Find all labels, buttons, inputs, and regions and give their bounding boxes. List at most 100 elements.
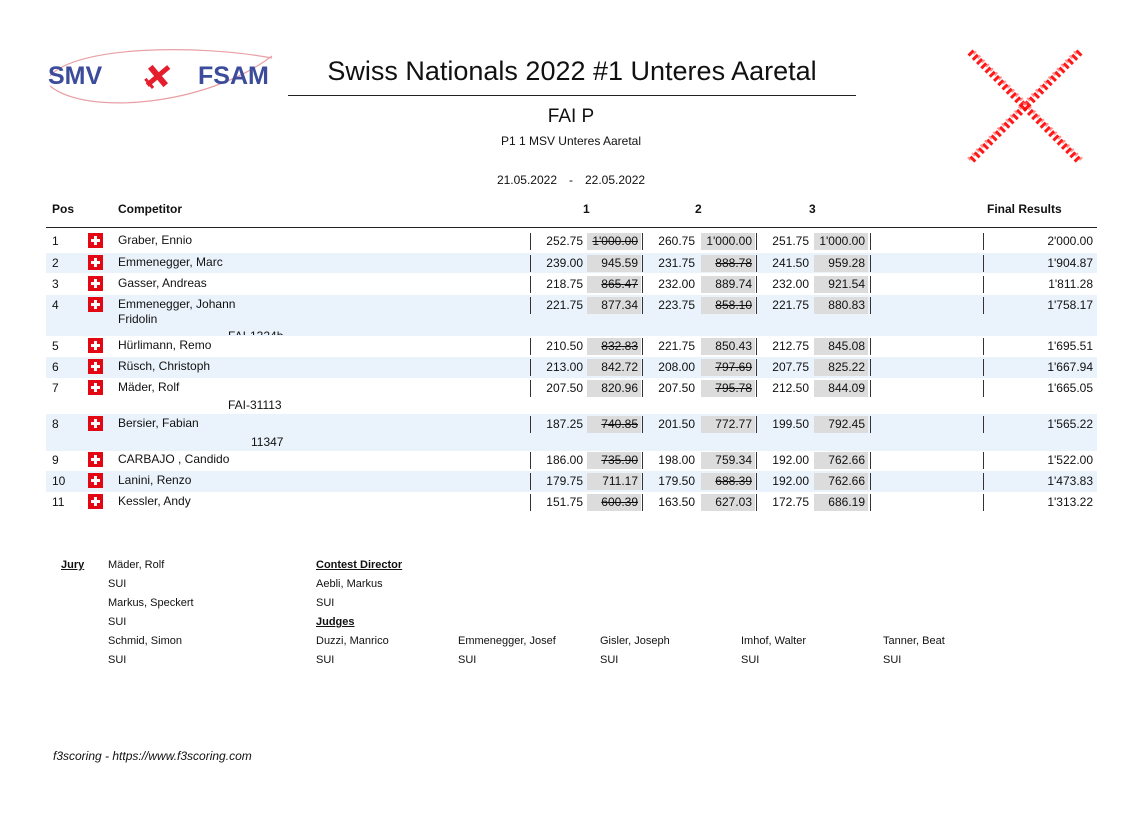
round-divider: [530, 255, 531, 272]
judge-country: SUI: [741, 654, 760, 666]
round-divider: [870, 233, 871, 250]
competitor-name: Gasser, Andreas: [118, 276, 207, 290]
red-cross-mark-icon: [962, 46, 1086, 170]
round-divider: [642, 380, 643, 397]
round-divider: [642, 494, 643, 511]
round-divider: [870, 452, 871, 469]
final-divider: [983, 276, 984, 293]
round-1-normalized-score-dropped: 1'000.00: [587, 233, 641, 250]
round-2-raw-score: 260.75: [658, 234, 695, 248]
competitor-name: Graber, Ennio: [118, 233, 193, 247]
position-cell: 1: [52, 234, 59, 248]
final-result: 1'522.00: [1047, 453, 1093, 467]
round-3-normalized-score: 880.83: [814, 297, 868, 314]
round-divider: [642, 255, 643, 272]
round-divider: [642, 452, 643, 469]
position-cell: 2: [52, 256, 59, 270]
round-1-raw-score: 218.75: [546, 277, 583, 291]
final-divider: [983, 359, 984, 376]
table-row: 7 Mäder, Rolf FAI-31113 207.50 820.96 207.50 7…: [46, 378, 1097, 414]
round-divider: [756, 297, 757, 314]
table-row: 5 Hürlimann, Remo 210.50 832.83 221.75 850.43…: [46, 336, 1097, 357]
final-divider: [983, 255, 984, 272]
round-divider: [530, 494, 531, 511]
contest-director-label: Contest Director: [316, 559, 403, 571]
round-divider: [530, 416, 531, 433]
round-1-raw-score: 210.50: [546, 339, 583, 353]
round-2-normalized-score-dropped: 688.39: [701, 473, 755, 490]
round-2-normalized-score: 1'000.00: [701, 233, 755, 250]
round-divider: [530, 297, 531, 314]
final-result: 1'667.94: [1047, 360, 1093, 374]
round-3-raw-score: 241.50: [772, 256, 809, 270]
round-3-normalized-score: 762.66: [814, 473, 868, 490]
judge-country: SUI: [883, 654, 902, 666]
round-1-raw-score: 221.75: [546, 298, 583, 312]
swiss-flag-icon: [88, 452, 103, 467]
round-1-normalized-score: 877.34: [587, 297, 641, 314]
final-result: 1'473.83: [1047, 474, 1093, 488]
swiss-flag-icon: [88, 255, 103, 270]
round-2-normalized-score: 627.03: [701, 494, 755, 511]
final-divider: [983, 452, 984, 469]
jury-member-name: Markus, Speckert: [108, 597, 194, 609]
competitor-name: Rüsch, Christoph: [118, 359, 211, 373]
round-divider: [756, 233, 757, 250]
round-3-raw-score: 192.00: [772, 474, 809, 488]
round-divider: [642, 473, 643, 490]
round-2-normalized-score-dropped: 797.69: [701, 359, 755, 376]
round-3-raw-score: 172.75: [772, 495, 809, 509]
class-name: FAI P: [547, 106, 595, 127]
round-2-raw-score: 198.00: [658, 453, 695, 467]
final-divider: [983, 494, 984, 511]
round-3-normalized-score: 921.54: [814, 276, 868, 293]
competitor-name: Bersier, Fabian: [118, 416, 199, 430]
table-row: 10 Lanini, Renzo 179.75 711.17 179.50 688.39 1…: [46, 471, 1097, 492]
table-row: 9 CARBAJO , Candido 186.00 735.90 198.00 759.…: [46, 450, 1097, 471]
competitor-name: Emmenegger, Johann: [118, 297, 236, 311]
round-divider: [756, 276, 757, 293]
judge-name: Tanner, Beat: [883, 635, 945, 647]
final-divider: [983, 338, 984, 355]
col-header-round-3: 3: [809, 202, 816, 216]
judge-name: Imhof, Walter: [741, 635, 806, 647]
smv-fsam-logo: SMV FSAM: [46, 46, 278, 110]
round-2-raw-score: 232.00: [658, 277, 695, 291]
final-result: 2'000.00: [1047, 234, 1093, 248]
round-3-raw-score: 199.50: [772, 417, 809, 431]
position-cell: 7: [52, 381, 59, 395]
final-result: 1'904.87: [1047, 256, 1093, 270]
contest-director-name: Aebli, Markus: [316, 578, 383, 590]
round-2-raw-score: 163.50: [658, 495, 695, 509]
final-divider: [983, 233, 984, 250]
fai-licence-number: FAI-1324b: [228, 329, 283, 335]
final-result: 1'695.51: [1047, 339, 1093, 353]
competitor-name: Lanini, Renzo: [118, 473, 192, 487]
position-cell: 8: [52, 417, 59, 431]
final-result: 1'665.05: [1047, 381, 1093, 395]
round-2-normalized-score-dropped: 858.10: [701, 297, 755, 314]
round-3-normalized-score: 845.08: [814, 338, 868, 355]
position-cell: 4: [52, 298, 59, 312]
jury-member-country: SUI: [108, 616, 127, 628]
round-1-raw-score: 207.50: [546, 381, 583, 395]
round-divider: [870, 297, 871, 314]
col-header-pos: Pos: [52, 202, 75, 216]
swiss-flag-icon: [88, 359, 103, 374]
round-divider: [756, 473, 757, 490]
round-2-normalized-score-dropped: 795.78: [701, 380, 755, 397]
round-2-raw-score: 179.50: [658, 474, 695, 488]
event-subtitle: P1 1 MSV Unteres Aaretal: [500, 134, 642, 148]
competitor-name-continued: Fridolin: [118, 312, 158, 326]
fai-licence-number: FAI-31113: [228, 398, 282, 412]
competitor-name: Mäder, Rolf: [118, 380, 180, 394]
round-1-normalized-score-dropped: 865.47: [587, 276, 641, 293]
date-separator: -: [569, 173, 573, 187]
round-3-normalized-score: 1'000.00: [814, 233, 868, 250]
position-cell: 11: [52, 495, 65, 509]
round-3-normalized-score: 844.09: [814, 380, 868, 397]
judges-label: Judges: [316, 616, 355, 628]
round-divider: [870, 276, 871, 293]
header-divider: [46, 227, 1097, 228]
round-divider: [870, 359, 871, 376]
